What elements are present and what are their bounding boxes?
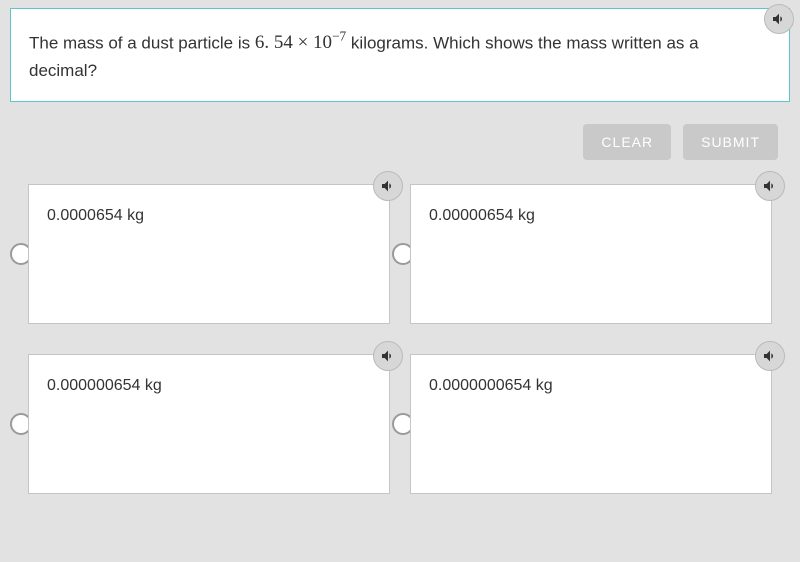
option-4-card[interactable]: 0.0000000654 kg [410, 354, 772, 494]
question-audio-button[interactable] [764, 4, 794, 34]
option-3-card[interactable]: 0.000000654 kg [28, 354, 390, 494]
option-4-audio-button[interactable] [755, 341, 785, 371]
speaker-icon [380, 178, 396, 194]
option-4: 0.0000000654 kg [410, 354, 772, 494]
speaker-icon [771, 11, 787, 27]
option-2-audio-button[interactable] [755, 171, 785, 201]
question-math-base: 6. 54 × 10 [255, 32, 332, 53]
actions-row: CLEAR SUBMIT [0, 102, 800, 170]
option-2: 0.00000654 kg [410, 184, 772, 324]
option-2-card[interactable]: 0.00000654 kg [410, 184, 772, 324]
submit-button[interactable]: SUBMIT [683, 124, 778, 160]
option-1-card[interactable]: 0.0000654 kg [28, 184, 390, 324]
question-math: 6. 54 × 10−7 [255, 32, 346, 53]
speaker-icon [380, 348, 396, 364]
clear-button[interactable]: CLEAR [583, 124, 671, 160]
speaker-icon [762, 348, 778, 364]
option-1-audio-button[interactable] [373, 171, 403, 201]
speaker-icon [762, 178, 778, 194]
option-4-text: 0.0000000654 kg [429, 377, 553, 394]
question-box: The mass of a dust particle is 6. 54 × 1… [10, 8, 790, 102]
option-1-text: 0.0000654 kg [47, 207, 144, 224]
question-text-prefix: The mass of a dust particle is [29, 33, 255, 52]
option-3-audio-button[interactable] [373, 341, 403, 371]
question-math-exp: −7 [332, 29, 346, 44]
option-3-text: 0.000000654 kg [47, 377, 162, 394]
option-3: 0.000000654 kg [28, 354, 390, 494]
options-grid: 0.0000654 kg 0.00000654 kg 0.000000654 k… [0, 170, 800, 494]
option-1: 0.0000654 kg [28, 184, 390, 324]
option-2-text: 0.00000654 kg [429, 207, 535, 224]
